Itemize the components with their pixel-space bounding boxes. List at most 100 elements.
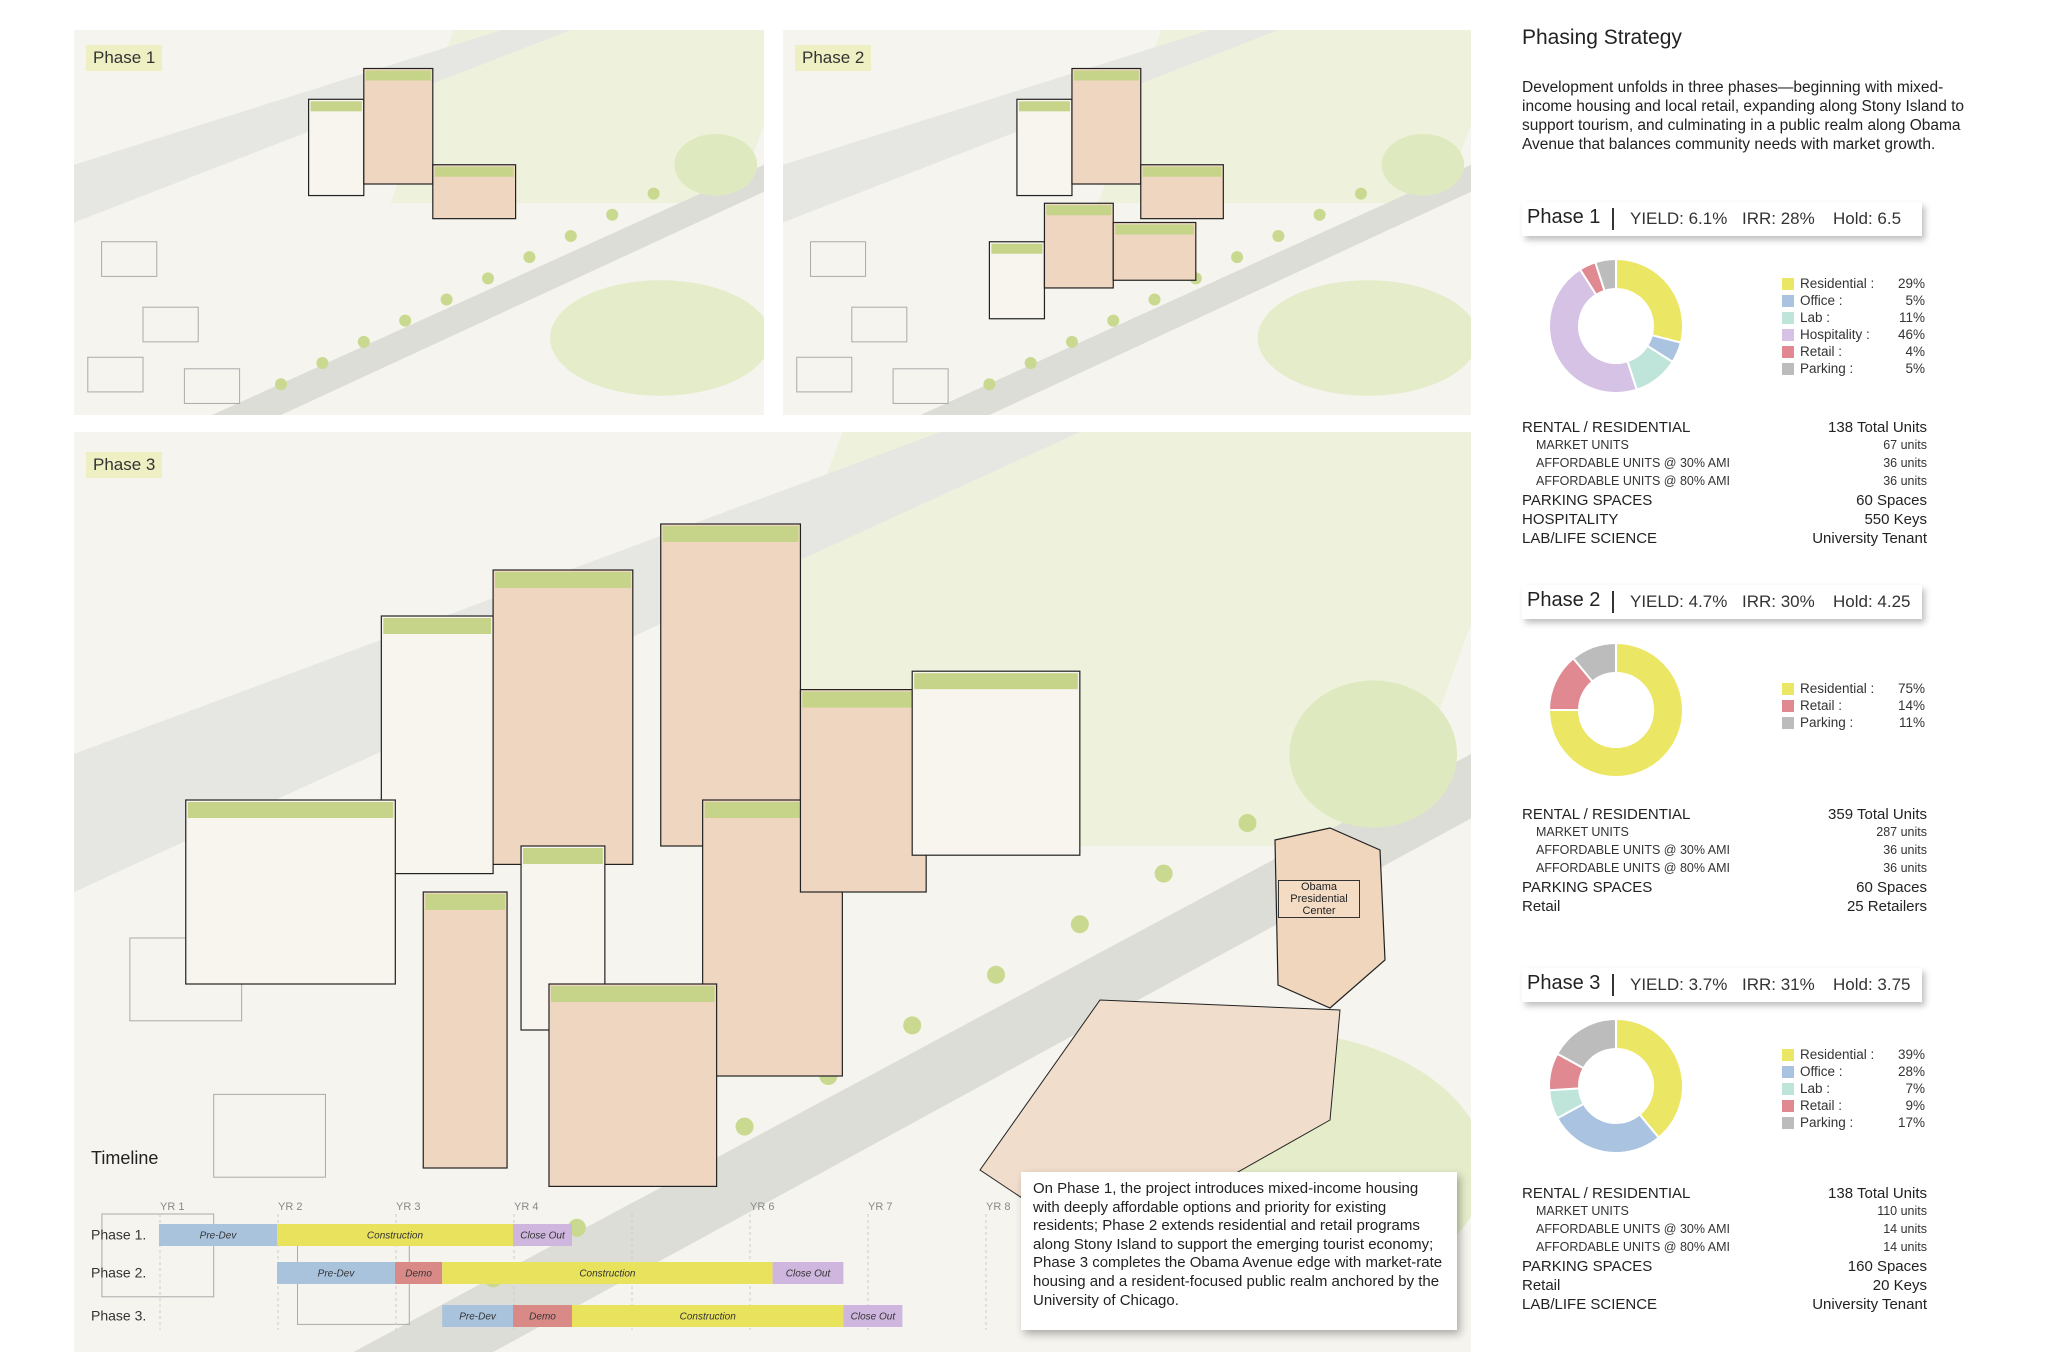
building bbox=[988, 241, 1046, 320]
stat-value: 14 units bbox=[1883, 1222, 1927, 1236]
donut-segment bbox=[1547, 641, 1684, 778]
roof-garden bbox=[425, 894, 506, 910]
tree bbox=[1238, 814, 1257, 832]
building bbox=[308, 98, 365, 197]
stat-value: 110 units bbox=[1877, 1204, 1927, 1218]
roof-garden bbox=[1142, 166, 1222, 177]
phase-irr: IRR: 28% bbox=[1742, 209, 1815, 228]
phase-header bbox=[1522, 968, 1922, 1002]
tree bbox=[1313, 208, 1326, 221]
year-label: YR 4 bbox=[514, 1201, 538, 1213]
roof-garden bbox=[187, 802, 394, 818]
tree bbox=[1154, 864, 1173, 883]
year-label: YR 6 bbox=[750, 1201, 774, 1213]
stat-label: AFFORDABLE UNITS @ 30% AMI bbox=[1536, 843, 1730, 857]
green-space bbox=[674, 133, 758, 196]
legend-value: 17% bbox=[1897, 1115, 1925, 1130]
building bbox=[363, 67, 434, 185]
timeline-task-label: Construction bbox=[579, 1269, 636, 1280]
context-block bbox=[810, 241, 867, 277]
legend-value: 4% bbox=[1905, 344, 1925, 359]
stat-label: MARKET UNITS bbox=[1536, 1204, 1629, 1218]
tree bbox=[523, 251, 536, 264]
stat-value: 20 Keys bbox=[1872, 1277, 1927, 1294]
roof-garden bbox=[434, 166, 514, 177]
description: Development unfolds in three phases—begi… bbox=[1522, 79, 1965, 153]
green-space bbox=[550, 280, 764, 396]
tree bbox=[567, 1218, 586, 1237]
timeline-bar bbox=[513, 1224, 572, 1246]
stat-value: 36 units bbox=[1883, 843, 1927, 857]
avenue bbox=[920, 164, 1471, 415]
legend-swatch bbox=[1782, 1083, 1794, 1095]
stat-label: PARKING SPACES bbox=[1522, 492, 1653, 509]
timeline-bar bbox=[772, 1262, 844, 1284]
stat-value: 25 Retailers bbox=[1846, 898, 1927, 915]
stat-label: RENTAL / RESIDENTIAL bbox=[1522, 1185, 1691, 1202]
green-space bbox=[1289, 680, 1458, 828]
roof-garden bbox=[1046, 205, 1112, 216]
legend-swatch bbox=[1782, 1117, 1794, 1129]
year-label: YR 7 bbox=[868, 1201, 892, 1213]
section-title: Phasing Strategy bbox=[1522, 26, 1682, 49]
context-block bbox=[101, 241, 158, 277]
stat-value: 36 units bbox=[1883, 456, 1927, 470]
roof-garden bbox=[523, 848, 603, 864]
legend-swatch bbox=[1782, 312, 1794, 324]
context-block bbox=[101, 1213, 215, 1298]
legend-label: Lab : bbox=[1800, 1081, 1831, 1096]
legend-value: 29% bbox=[1897, 276, 1925, 291]
legend-swatch bbox=[1782, 1049, 1794, 1061]
legend-label: Hospitality : bbox=[1800, 327, 1870, 342]
legend-label: Residential : bbox=[1800, 681, 1875, 696]
stat-label: PARKING SPACES bbox=[1522, 879, 1653, 896]
stat-value: 160 Spaces bbox=[1847, 1258, 1927, 1275]
phase-irr: IRR: 31% bbox=[1742, 975, 1815, 994]
roof-garden bbox=[991, 243, 1043, 254]
panel-label: Phase 1 bbox=[86, 45, 163, 71]
stat-label: Retail bbox=[1522, 898, 1561, 915]
building bbox=[660, 523, 802, 847]
legend-label: Residential : bbox=[1800, 1047, 1875, 1062]
timeline-bar bbox=[277, 1262, 395, 1284]
stat-value: University Tenant bbox=[1812, 1296, 1927, 1313]
tree bbox=[1070, 915, 1089, 934]
legend-swatch bbox=[1782, 329, 1794, 341]
timeline-bar bbox=[843, 1305, 903, 1327]
landmark-building bbox=[1274, 827, 1386, 1009]
legend-label: Parking : bbox=[1800, 715, 1854, 730]
legend-swatch bbox=[1782, 278, 1794, 290]
stat-value: 36 units bbox=[1883, 861, 1927, 875]
building bbox=[799, 688, 927, 893]
building bbox=[911, 670, 1081, 856]
building bbox=[1043, 202, 1114, 289]
year-label: YR 8 bbox=[986, 1201, 1010, 1213]
tree bbox=[1148, 293, 1161, 306]
timeline-bar bbox=[513, 1305, 572, 1327]
phase-hold: Hold: 3.75 bbox=[1833, 975, 1911, 994]
legend-value: 9% bbox=[1905, 1098, 1925, 1113]
aerial-illustrations bbox=[74, 30, 1471, 1352]
panel-label: Phase 2 bbox=[795, 45, 872, 71]
roof-garden bbox=[1018, 101, 1070, 112]
timeline-task-label: Pre-Dev bbox=[200, 1231, 238, 1242]
stat-value: 138 Total Units bbox=[1828, 419, 1927, 436]
roof-garden bbox=[383, 618, 492, 634]
tree bbox=[987, 965, 1006, 984]
timeline-bar bbox=[442, 1305, 513, 1327]
phase-yield: YIELD: 6.1% bbox=[1630, 209, 1728, 228]
stat-label: PARKING SPACES bbox=[1522, 1258, 1653, 1275]
legend-swatch bbox=[1782, 363, 1794, 375]
roof-garden bbox=[310, 101, 362, 112]
phase-irr: IRR: 30% bbox=[1742, 592, 1815, 611]
phase-name: Phase 1 bbox=[1527, 206, 1601, 228]
timeline-task-label: Close Out bbox=[851, 1312, 897, 1323]
stat-value: University Tenant bbox=[1812, 530, 1927, 547]
context-block bbox=[183, 368, 241, 404]
roof-garden bbox=[550, 986, 715, 1002]
year-label: YR 1 bbox=[160, 1201, 184, 1213]
tree bbox=[903, 1016, 922, 1035]
avenue bbox=[353, 754, 1471, 1352]
donut-segment bbox=[1615, 1017, 1684, 1140]
